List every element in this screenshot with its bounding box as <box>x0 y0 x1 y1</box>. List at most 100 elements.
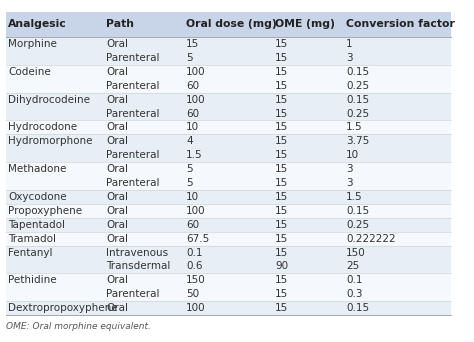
Text: 0.3: 0.3 <box>346 289 363 299</box>
Text: Parenteral: Parenteral <box>106 150 159 160</box>
Text: Parenteral: Parenteral <box>106 53 159 63</box>
Text: 15: 15 <box>275 178 288 188</box>
Bar <box>6 190 451 204</box>
Text: 4: 4 <box>186 136 193 146</box>
Bar <box>6 37 451 51</box>
Text: Path: Path <box>106 19 134 29</box>
Bar <box>6 93 451 107</box>
Text: 15: 15 <box>275 289 288 299</box>
Text: 3: 3 <box>346 53 353 63</box>
Text: 0.15: 0.15 <box>346 206 369 216</box>
Text: Analgesic: Analgesic <box>8 19 67 29</box>
Text: Oral: Oral <box>106 220 128 230</box>
Text: 15: 15 <box>275 192 288 202</box>
Text: Pethidine: Pethidine <box>8 275 57 286</box>
Text: Dihydrocodeine: Dihydrocodeine <box>8 95 90 105</box>
Text: 90: 90 <box>275 262 288 272</box>
Text: Parenteral: Parenteral <box>106 289 159 299</box>
Text: 60: 60 <box>186 81 199 91</box>
Text: Oral: Oral <box>106 206 128 216</box>
Text: 100: 100 <box>186 206 206 216</box>
Text: 15: 15 <box>275 67 288 77</box>
Text: 25: 25 <box>346 262 359 272</box>
Text: 60: 60 <box>186 108 199 118</box>
Text: Oral: Oral <box>106 192 128 202</box>
Text: 5: 5 <box>186 164 193 174</box>
Text: 0.15: 0.15 <box>346 67 369 77</box>
Text: Intravenous: Intravenous <box>106 248 168 258</box>
Text: 60: 60 <box>186 220 199 230</box>
Text: 15: 15 <box>275 53 288 63</box>
Text: 100: 100 <box>186 95 206 105</box>
Text: 100: 100 <box>186 67 206 77</box>
Text: 0.15: 0.15 <box>346 303 369 313</box>
Text: 15: 15 <box>275 81 288 91</box>
Text: Oral: Oral <box>106 275 128 286</box>
Text: 0.1: 0.1 <box>186 248 202 258</box>
Text: Oxycodone: Oxycodone <box>8 192 67 202</box>
Text: 5: 5 <box>186 178 193 188</box>
Text: Oral dose (mg): Oral dose (mg) <box>186 19 277 29</box>
Text: 67.5: 67.5 <box>186 234 210 244</box>
Text: 15: 15 <box>275 39 288 49</box>
Bar <box>6 120 451 134</box>
Bar <box>6 79 451 93</box>
Text: 150: 150 <box>186 275 206 286</box>
Text: 15: 15 <box>275 108 288 118</box>
Text: 15: 15 <box>275 234 288 244</box>
Text: Oral: Oral <box>106 164 128 174</box>
Text: Oral: Oral <box>106 39 128 49</box>
Bar <box>6 148 451 162</box>
Text: 15: 15 <box>275 303 288 313</box>
Bar <box>6 232 451 246</box>
Text: 0.6: 0.6 <box>186 262 202 272</box>
Bar <box>6 218 451 232</box>
Text: 15: 15 <box>275 220 288 230</box>
Text: 150: 150 <box>346 248 366 258</box>
Text: 0.222222: 0.222222 <box>346 234 396 244</box>
Text: 15: 15 <box>275 275 288 286</box>
Text: 100: 100 <box>186 303 206 313</box>
Text: Parenteral: Parenteral <box>106 108 159 118</box>
Text: 0.25: 0.25 <box>346 220 369 230</box>
Text: 0.25: 0.25 <box>346 81 369 91</box>
Text: Oral: Oral <box>106 122 128 132</box>
Text: 15: 15 <box>275 136 288 146</box>
Text: 1.5: 1.5 <box>346 122 363 132</box>
Text: OME (mg): OME (mg) <box>275 19 335 29</box>
Bar <box>6 134 451 148</box>
Text: 15: 15 <box>275 122 288 132</box>
Bar <box>6 287 451 301</box>
Text: Oral: Oral <box>106 67 128 77</box>
Bar <box>6 260 451 274</box>
Text: Hydromorphone: Hydromorphone <box>8 136 92 146</box>
Bar <box>6 274 451 287</box>
Text: Oral: Oral <box>106 95 128 105</box>
Text: 3: 3 <box>346 164 353 174</box>
Text: 3: 3 <box>346 178 353 188</box>
Text: Tramadol: Tramadol <box>8 234 56 244</box>
Text: 0.15: 0.15 <box>346 95 369 105</box>
Text: 0.1: 0.1 <box>346 275 363 286</box>
Text: 10: 10 <box>186 192 199 202</box>
Text: Methadone: Methadone <box>8 164 66 174</box>
Text: 5: 5 <box>186 53 193 63</box>
Bar <box>6 107 451 120</box>
Bar <box>6 65 451 79</box>
Text: 15: 15 <box>275 95 288 105</box>
Text: 1.5: 1.5 <box>346 192 363 202</box>
Text: Oral: Oral <box>106 303 128 313</box>
Text: 1: 1 <box>346 39 353 49</box>
Text: 15: 15 <box>275 164 288 174</box>
Text: Morphine: Morphine <box>8 39 57 49</box>
Text: 1.5: 1.5 <box>186 150 203 160</box>
Text: Propoxyphene: Propoxyphene <box>8 206 82 216</box>
Text: Conversion factor: Conversion factor <box>346 19 455 29</box>
Text: 50: 50 <box>186 289 199 299</box>
Text: Oral: Oral <box>106 234 128 244</box>
Text: Codeine: Codeine <box>8 67 51 77</box>
Text: 15: 15 <box>275 206 288 216</box>
Bar <box>6 162 451 176</box>
Text: 3.75: 3.75 <box>346 136 370 146</box>
Text: Parenteral: Parenteral <box>106 178 159 188</box>
